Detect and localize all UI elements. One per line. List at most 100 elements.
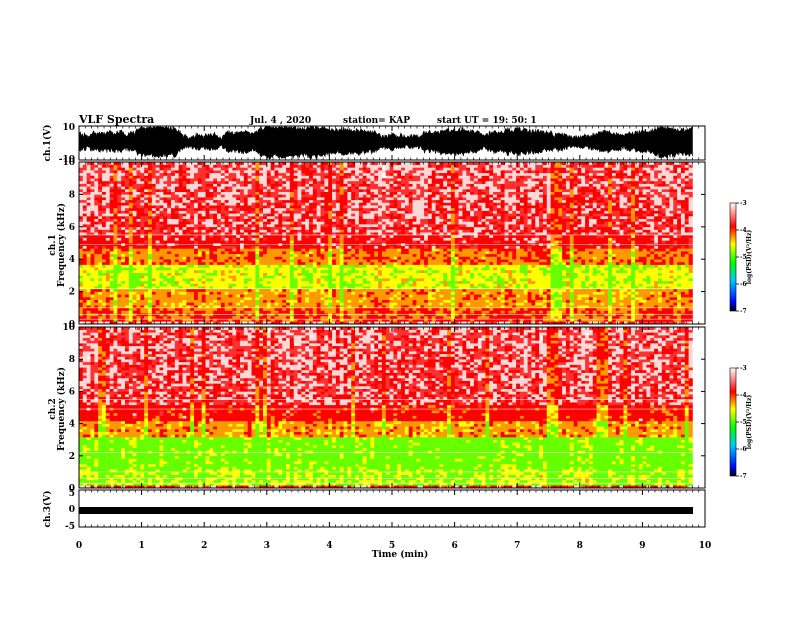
spectrogram-cell (236, 172, 241, 176)
spectrogram-cell (155, 294, 160, 298)
spectrogram-cell (370, 253, 375, 257)
spectrogram-cell (98, 229, 103, 233)
spectrogram-cell (113, 170, 118, 174)
spectrogram-cell (125, 275, 130, 279)
spectrogram-cell (286, 286, 291, 290)
spectrogram-cell (205, 202, 210, 206)
spectrogram-cell (266, 237, 272, 241)
spectrogram-cell (98, 307, 103, 311)
spectrogram-cell (374, 291, 379, 295)
spectrogram-cell (251, 218, 256, 222)
spectrogram-cell (148, 318, 153, 322)
spectrogram-cell (140, 202, 145, 206)
spectrogram-cell (105, 237, 110, 241)
spectrogram-cell (305, 178, 310, 182)
spectrogram-cell (90, 170, 95, 174)
spectrogram-cell (98, 318, 103, 322)
spectrogram-cell (125, 216, 130, 219)
spectrogram-cell (305, 213, 310, 217)
spectrogram-cell (201, 302, 206, 306)
spectrogram-cell (297, 302, 302, 306)
spectrogram-cell (109, 248, 114, 252)
spectrogram-cell (190, 199, 195, 203)
spectrogram-cell (389, 302, 394, 306)
spectrogram-cell (232, 213, 237, 217)
spectrogram-cell (197, 240, 202, 244)
spectrogram-cell (171, 210, 176, 214)
spectrogram-cell (171, 170, 176, 174)
spectrogram-cell (86, 237, 91, 241)
spectrogram-cell (171, 202, 176, 206)
spectrogram-cell (274, 221, 279, 225)
spectrogram-cell (270, 291, 275, 295)
spectrogram-cell (289, 199, 295, 203)
spectrogram-cell (98, 234, 103, 238)
spectrogram-cell (232, 253, 237, 257)
spectrogram-cell (324, 264, 329, 268)
spectrogram-cell (236, 315, 241, 319)
spectrogram-cell (255, 229, 260, 233)
spectrogram-cell (312, 234, 318, 238)
spectrogram-cell (117, 321, 122, 325)
spectrogram-cell (174, 199, 179, 203)
spectrogram-cell (378, 221, 383, 225)
spectrogram-cell (370, 197, 375, 201)
spectrogram-cell (378, 286, 383, 290)
spectrogram-cell (278, 162, 283, 165)
spectrogram-cell (243, 245, 248, 249)
spectrogram-cell (358, 261, 364, 265)
spectrogram-cell (136, 294, 141, 298)
spectrogram-cell (190, 226, 195, 230)
spectrogram-cell (263, 167, 268, 171)
spectrogram-cell (102, 267, 107, 271)
spectrogram-cell (263, 272, 268, 276)
spectrogram-cell (144, 245, 149, 249)
spectrogram-cell (155, 283, 160, 287)
spectrogram-cell (151, 310, 156, 314)
spectrogram-cell (370, 259, 375, 263)
spectrogram-cell (316, 315, 321, 319)
spectrogram-cell (247, 162, 252, 165)
spectrogram-cell (393, 226, 398, 230)
spectrogram-cell (171, 205, 176, 209)
spectrogram-cell (312, 248, 318, 252)
spectrogram-cell (301, 232, 306, 236)
spectrogram-cell (343, 191, 348, 195)
spectrogram-cell (151, 207, 156, 211)
spectrogram-cell (105, 286, 110, 290)
spectrogram-cell (167, 245, 172, 249)
spectrogram-cell (159, 234, 164, 238)
spectrogram-cell (105, 251, 110, 255)
spectrogram-cell (332, 237, 337, 241)
spectrogram-cell (324, 275, 329, 279)
spectrogram-cell (293, 310, 298, 314)
spectrogram-cell (355, 164, 360, 168)
spectrogram-cell (293, 288, 298, 292)
spectrogram-cell (312, 205, 318, 209)
spectrogram-cell (381, 302, 387, 306)
spectrogram-cell (197, 162, 202, 165)
spectrogram-cell (194, 240, 199, 244)
spectrogram-cell (263, 305, 268, 309)
spectrogram-cell (362, 302, 367, 306)
spectrogram-cell (358, 221, 364, 225)
spectrogram-cell (90, 218, 95, 222)
spectrogram-cell (197, 224, 202, 228)
spectrogram-cell (324, 299, 329, 303)
spectrogram-cell (301, 170, 306, 174)
spectrogram-cell (351, 164, 356, 168)
spectrogram-cell (121, 178, 126, 182)
spectrogram-cell (205, 162, 210, 165)
spectrogram-cell (121, 280, 126, 284)
spectrogram-cell (362, 226, 367, 230)
spectrogram-cell (98, 237, 103, 241)
spectrogram-cell (190, 164, 195, 168)
spectrogram-cell (243, 175, 248, 179)
spectrogram-cell (309, 251, 314, 255)
spectrogram-cell (358, 291, 364, 295)
spectrogram-cell (355, 253, 360, 257)
spectrogram-cell (217, 172, 222, 176)
spectrogram-cell (332, 310, 337, 314)
spectrogram-cell (351, 267, 356, 271)
spectrogram-cell (125, 221, 130, 225)
